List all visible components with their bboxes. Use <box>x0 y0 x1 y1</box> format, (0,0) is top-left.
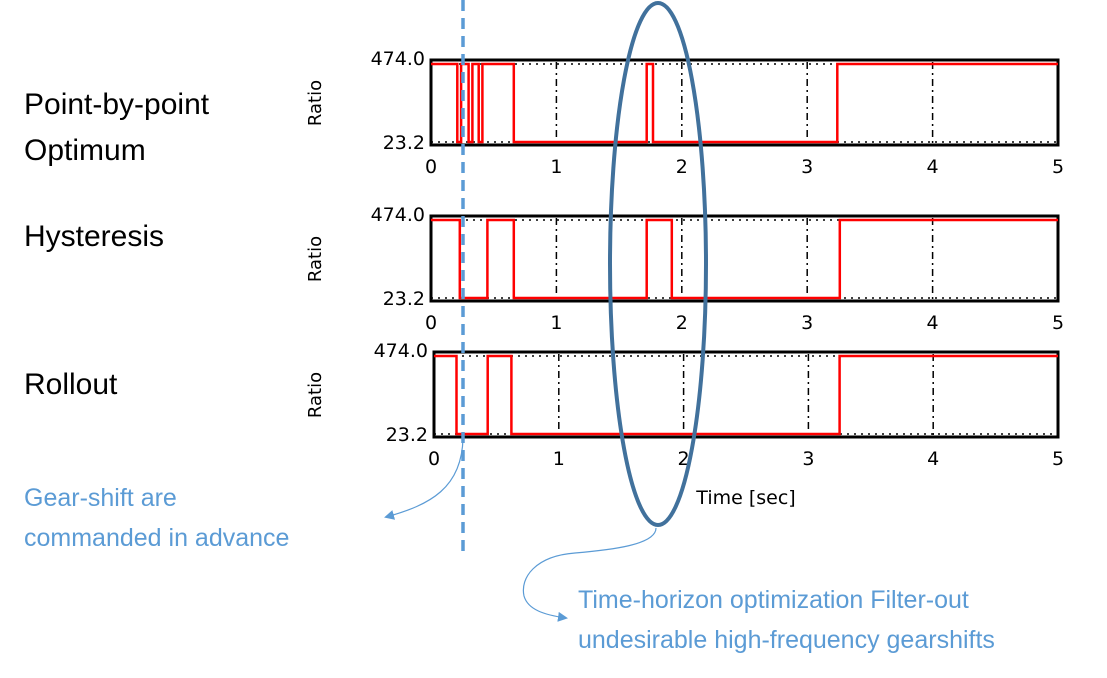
x-tick-label: 5 <box>1052 156 1064 178</box>
x-tick-label: 2 <box>678 448 690 470</box>
x-tick-label: 2 <box>676 312 688 334</box>
x-tick-label: 0 <box>425 156 437 178</box>
y-axis-label: Ratio <box>305 80 326 126</box>
x-tick-label: 3 <box>801 312 813 334</box>
x-tick-label: 5 <box>1052 312 1064 334</box>
chart-hysteresis: 0 1 2 3 4 5 474.0 23.2 Ratio <box>305 204 1064 334</box>
x-tick-label: 2 <box>676 156 688 178</box>
chart-rollout: 0 1 2 3 4 5 474.0 23.2 Ratio Time [sec] <box>305 340 1064 509</box>
series-line <box>434 354 1058 436</box>
note-gear-shift-line1: Gear-shift are <box>24 484 177 512</box>
highlight-ellipse <box>608 1 708 527</box>
row-label-rollout: Rollout <box>24 368 118 401</box>
x-tick-label: 3 <box>801 156 813 178</box>
note-gear-shift-line2: commanded in advance <box>24 524 290 552</box>
y-tick-label: 23.2 <box>383 132 425 154</box>
axes-frame <box>429 214 1060 303</box>
axes-frame <box>432 350 1060 439</box>
plots-group: 0 1 2 3 4 5 474.0 23.2 Ratio 0 1 2 3 4 5 474.0 23.2 Ratio… <box>305 48 1064 509</box>
x-axis-label: Time [sec] <box>695 487 795 509</box>
x-tick-label: 5 <box>1052 448 1064 470</box>
y-tick-label: 474.0 <box>371 48 425 70</box>
series-line <box>431 218 1058 300</box>
arrow-to-gear-shift-note <box>384 437 464 520</box>
overlay-group <box>384 0 708 622</box>
note-horizon-line2: undesirable high-frequency gearshifts <box>578 626 995 654</box>
row-label-point-by-point: Point-by-point <box>24 88 210 121</box>
chart-point-by-point-optimum: 0 1 2 3 4 5 474.0 23.2 Ratio <box>305 48 1064 178</box>
row-label-hysteresis: Hysteresis <box>24 220 165 253</box>
y-tick-label: 474.0 <box>371 204 425 226</box>
y-tick-label: 23.2 <box>383 288 425 310</box>
x-tick-label: 4 <box>927 448 939 470</box>
x-tick-label: 1 <box>550 156 562 178</box>
x-tick-label: 3 <box>802 448 814 470</box>
y-tick-label: 23.2 <box>386 424 428 446</box>
y-axis-label: Ratio <box>305 236 326 282</box>
note-horizon-line1: Time-horizon optimization Filter-out <box>578 586 969 614</box>
series-line <box>431 62 1058 144</box>
x-tick-label: 0 <box>428 448 440 470</box>
x-tick-label: 4 <box>927 156 939 178</box>
y-tick-label: 474.0 <box>374 340 428 362</box>
arrow-to-horizon-note <box>522 527 657 622</box>
row-label-optimum: Optimum <box>24 134 146 167</box>
axes-frame <box>429 58 1060 147</box>
x-tick-label: 4 <box>927 312 939 334</box>
x-tick-label: 1 <box>550 312 562 334</box>
x-tick-label: 1 <box>553 448 565 470</box>
y-axis-label: Ratio <box>305 372 326 418</box>
x-tick-label: 0 <box>425 312 437 334</box>
